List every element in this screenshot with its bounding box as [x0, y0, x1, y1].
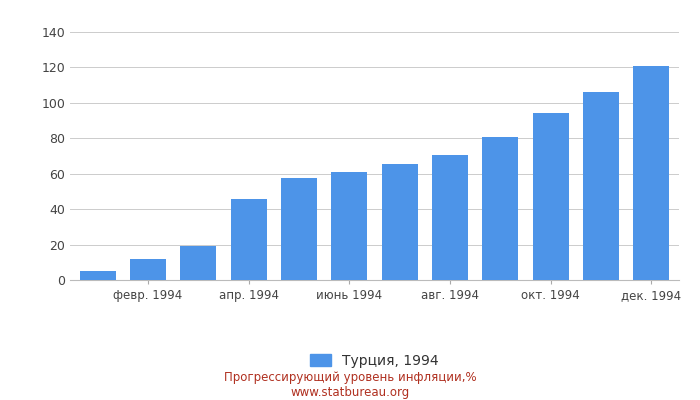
Bar [482, 136, 519, 280]
Bar [230, 198, 267, 280]
Bar [130, 259, 166, 280]
Legend: Турция, 1994: Турция, 1994 [310, 354, 439, 368]
Bar [634, 66, 669, 280]
Bar [583, 92, 619, 280]
Text: Прогрессирующий уровень инфляции,%: Прогрессирующий уровень инфляции,% [224, 372, 476, 384]
Bar [281, 178, 317, 280]
Bar [432, 155, 468, 280]
Text: www.statbureau.org: www.statbureau.org [290, 386, 410, 399]
Bar [382, 164, 418, 280]
Bar [331, 172, 368, 280]
Bar [533, 114, 569, 280]
Bar [180, 246, 216, 280]
Bar [80, 271, 116, 280]
